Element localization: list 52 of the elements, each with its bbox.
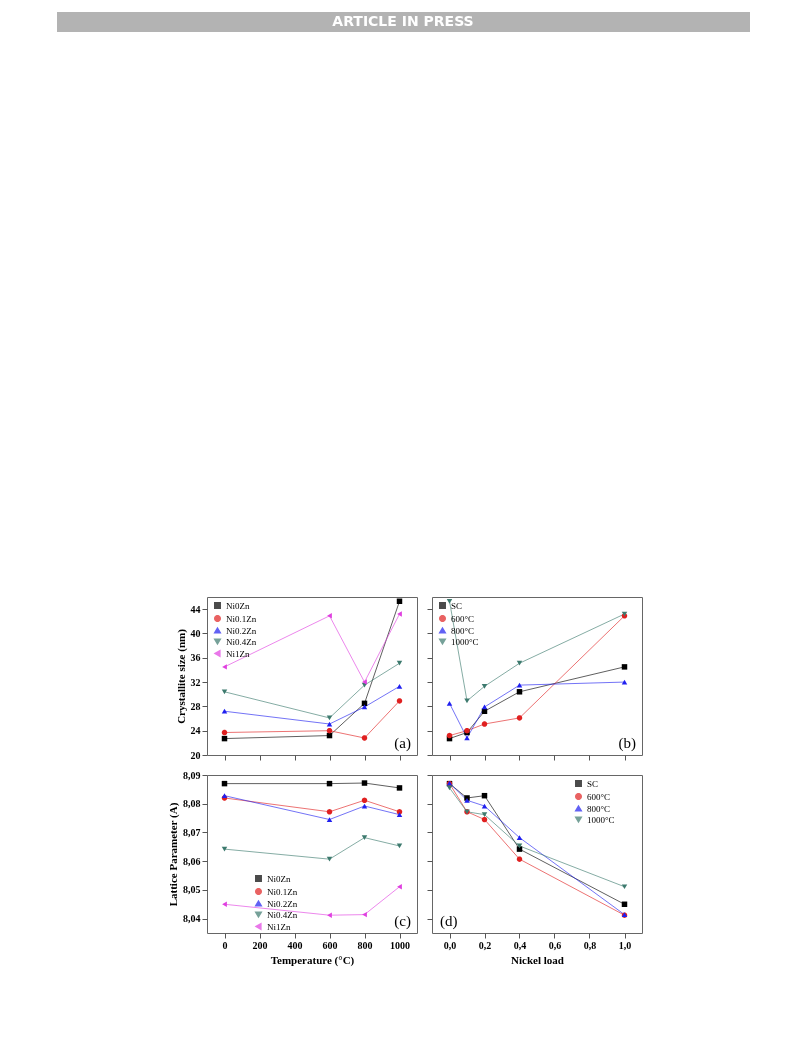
legend-label: SC bbox=[451, 600, 463, 611]
x-tick-label: 200 bbox=[252, 939, 268, 951]
legend-label: 1000°C bbox=[451, 636, 479, 647]
x-tick-label: 0,8 bbox=[583, 939, 597, 951]
legend-label: Ni0.4Zn bbox=[226, 636, 257, 647]
y-tick-label: 8,05 bbox=[183, 884, 201, 896]
legend-label: Ni0.2Zn bbox=[226, 625, 257, 636]
annotation: (b) bbox=[618, 735, 636, 752]
x-tick-label: 0,6 bbox=[548, 939, 562, 951]
x-tick-label: 0,2 bbox=[478, 939, 492, 951]
annotation: (a) bbox=[394, 735, 411, 752]
legend-label: 600°C bbox=[451, 613, 475, 624]
legend-label: Ni0Zn bbox=[267, 873, 291, 884]
y-tick-label: 8,04 bbox=[183, 913, 201, 925]
x-tick-label: 1000 bbox=[390, 939, 410, 951]
text: ARTICLE IN PRESS bbox=[332, 13, 474, 29]
x-tick-label: 600 bbox=[322, 939, 338, 951]
y-tick-label: 36 bbox=[190, 652, 201, 664]
x-tick-label: 400 bbox=[287, 939, 303, 951]
legend-label: 1000°C bbox=[587, 814, 615, 825]
annotation: (c) bbox=[394, 913, 411, 930]
annotation: (d) bbox=[440, 913, 458, 930]
x-axis-title: Temperature (°C) bbox=[270, 953, 355, 967]
y-axis-title: Lattice Parameter (A) bbox=[167, 802, 180, 907]
legend-label: Ni0Zn bbox=[226, 600, 250, 611]
x-tick-label: 800 bbox=[357, 939, 373, 951]
y-tick-label: 8,06 bbox=[183, 855, 201, 867]
legend-label: SC bbox=[587, 778, 599, 789]
y-tick-label: 20 bbox=[190, 749, 201, 761]
legend-label: Ni0.2Zn bbox=[267, 898, 298, 909]
legend-label: 600°C bbox=[587, 791, 611, 802]
legend-label: Ni1Zn bbox=[267, 921, 291, 932]
y-tick-label: 8,07 bbox=[183, 826, 201, 838]
legend-label: Ni0.1Zn bbox=[267, 886, 298, 897]
x-tick-label: 0 bbox=[222, 939, 228, 951]
x-tick-label: 0,0 bbox=[443, 939, 457, 951]
x-tick-label: 1,0 bbox=[618, 939, 632, 951]
y-tick-label: 32 bbox=[190, 676, 201, 688]
y-tick-label: 8,08 bbox=[183, 798, 201, 810]
y-tick-label: 40 bbox=[190, 627, 201, 639]
y-axis-title: Crystallite size (nm) bbox=[174, 628, 188, 724]
legend-label: Ni1Zn bbox=[226, 648, 250, 659]
legend-label: 800°C bbox=[587, 803, 611, 814]
y-tick-label: 24 bbox=[190, 725, 201, 737]
legend-label: Ni0.4Zn bbox=[267, 909, 298, 920]
x-tick-label: 0,4 bbox=[513, 939, 527, 951]
legend-label: Ni0.1Zn bbox=[226, 613, 257, 624]
legend-label: 800°C bbox=[451, 625, 475, 636]
y-tick-label: 44 bbox=[190, 603, 201, 615]
x-axis-title: Nickel load bbox=[511, 953, 564, 966]
y-tick-label: 28 bbox=[190, 700, 201, 712]
y-tick-label: 8,09 bbox=[183, 769, 201, 781]
